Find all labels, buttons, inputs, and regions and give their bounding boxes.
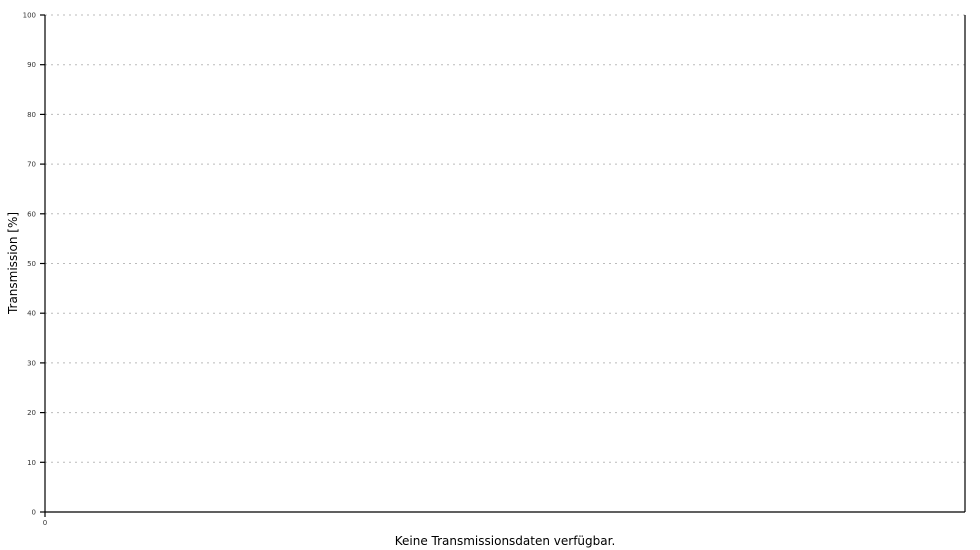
- x-tick-label: 0: [43, 519, 47, 527]
- gridlines: [45, 14, 965, 463]
- y-tick-label: 70: [27, 161, 36, 169]
- y-tick-label: 80: [27, 111, 36, 119]
- y-axis-ticks: 0 10 20 30 40 50 60 70 80 90 100: [23, 12, 45, 517]
- y-tick-label: 30: [27, 359, 36, 367]
- y-tick-label: 90: [27, 61, 36, 69]
- y-tick-label: 0: [32, 509, 36, 517]
- x-axis-ticks: 0: [43, 512, 47, 527]
- y-tick-label: 100: [23, 12, 36, 20]
- y-tick-label: 40: [27, 310, 36, 318]
- y-tick-label: 20: [27, 409, 36, 417]
- y-axis-label: Transmission [%]: [6, 212, 20, 315]
- y-tick-label: 60: [27, 210, 36, 218]
- y-tick-label: 50: [27, 260, 36, 268]
- no-data-message: Keine Transmissionsdaten verfügbar.: [395, 534, 616, 548]
- y-tick-label: 10: [27, 459, 36, 467]
